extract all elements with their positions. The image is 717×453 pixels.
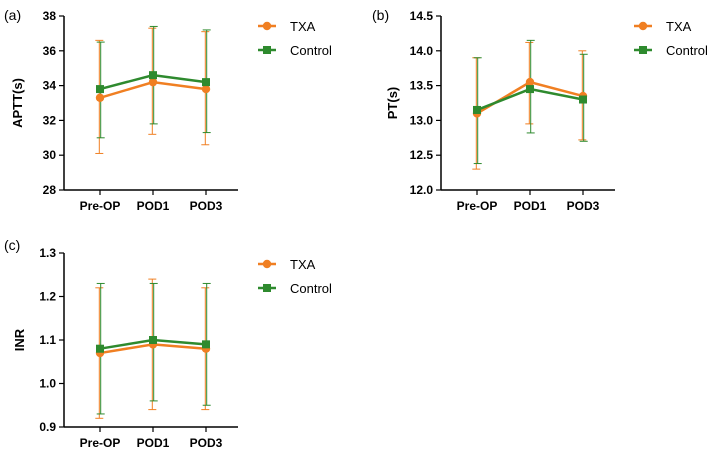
data-point-txa	[148, 77, 158, 87]
panel-label: (b)	[372, 7, 389, 23]
y-tick-label: 13.0	[410, 113, 434, 127]
legend-label-txa: TXA	[290, 19, 316, 34]
data-point-control	[149, 71, 157, 80]
data-point-txa	[525, 77, 535, 87]
x-tick-label: POD3	[190, 199, 223, 213]
panel-label: (c)	[4, 237, 20, 253]
legend-label-txa: TXA	[290, 257, 316, 272]
y-tick-label: 14.5	[410, 9, 434, 23]
x-tick-label: Pre-OP	[80, 436, 121, 450]
x-tick-label: POD1	[514, 199, 547, 213]
panel-label: (a)	[4, 7, 21, 23]
x-tick-label: POD1	[137, 199, 170, 213]
x-tick-label: Pre-OP	[80, 199, 121, 213]
data-point-control	[202, 78, 210, 87]
y-tick-label: 12.5	[410, 148, 434, 162]
legend-marker-txa	[262, 259, 272, 269]
y-axis-title: PT(s)	[385, 87, 400, 120]
data-point-control	[526, 85, 534, 94]
legend-marker-txa	[638, 21, 648, 31]
y-tick-label: 0.9	[39, 420, 56, 434]
chart-panel-1: (a) 28 30 32 34 36 38 Pre-OP POD1 POD3 APTT(s) TXA C…	[4, 7, 332, 213]
legend-label-txa: TXA	[666, 19, 692, 34]
y-tick-label: 28	[43, 183, 57, 197]
x-tick-label: POD1	[137, 436, 170, 450]
legend-marker-control	[639, 46, 647, 54]
y-tick-label: 1.0	[39, 377, 56, 391]
y-tick-label: 34	[43, 79, 57, 93]
chart-panel-2: (b) 12.0 12.5 13.0 13.5 14.0 14.5 Pre-OP POD1 POD…	[372, 7, 708, 213]
data-point-control	[579, 95, 587, 104]
data-point-control	[96, 85, 104, 94]
y-tick-label: 14.0	[410, 44, 434, 58]
y-axis-title: INR	[12, 328, 27, 351]
y-tick-label: 36	[43, 44, 57, 58]
data-point-control	[149, 336, 157, 344]
data-point-control	[96, 344, 104, 353]
legend-label-control: Control	[290, 43, 332, 58]
data-point-control	[473, 105, 481, 114]
y-tick-label: 32	[43, 113, 57, 127]
y-axis-title: APTT(s)	[10, 78, 25, 128]
legend-marker-txa	[262, 21, 272, 31]
chart-panel-3: (c) 0.9 1.0 1.1 1.2 1.3 Pre-OP POD1 POD3 INR TXA Co…	[4, 237, 332, 450]
x-tick-label: POD3	[190, 436, 223, 450]
legend-label-control: Control	[290, 281, 332, 296]
legend-label-control: Control	[666, 43, 708, 58]
data-point-txa	[201, 84, 211, 94]
legend-marker-control	[263, 46, 271, 54]
data-point-control	[202, 340, 210, 349]
y-tick-label: 1.2	[39, 290, 56, 304]
x-tick-label: Pre-OP	[457, 199, 498, 213]
y-tick-label: 1.1	[39, 333, 56, 347]
y-tick-label: 12.0	[410, 183, 434, 197]
x-tick-label: POD3	[567, 199, 600, 213]
y-tick-label: 1.3	[39, 246, 56, 260]
data-point-txa	[95, 93, 105, 102]
y-tick-label: 30	[43, 148, 57, 162]
y-tick-label: 13.5	[410, 79, 434, 93]
y-tick-label: 38	[43, 9, 57, 23]
legend-marker-control	[263, 284, 271, 292]
